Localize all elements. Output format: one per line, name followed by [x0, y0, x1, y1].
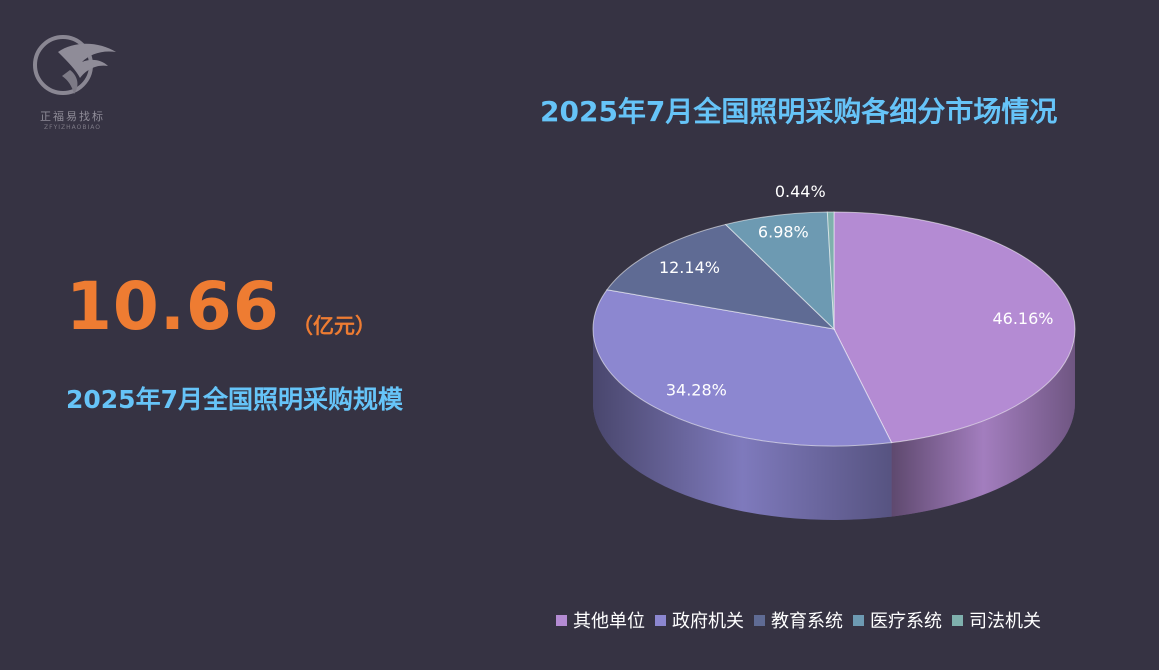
chart-title: 2025年7月全国照明采购各细分市场情况 — [540, 95, 1058, 128]
eagle-logo-icon — [33, 35, 116, 95]
pie-label-3: 12.14% — [659, 258, 720, 277]
total-unit: （亿元） — [292, 314, 376, 338]
legend-swatch-1 — [556, 614, 567, 626]
company-logo: 正福易找标 ZFYIZHAOBIAO — [30, 32, 125, 132]
logo-text-cn: 正福易找标 — [40, 110, 105, 123]
logo-text-en: ZFYIZHAOBIAO — [44, 124, 101, 131]
legend-item-3: 教育系统 — [754, 607, 843, 633]
pie-slice-5 — [826, 211, 835, 330]
total-value: 10.66 — [66, 268, 280, 345]
pie-side-shade-2 — [593, 329, 892, 520]
pie-slice-4 — [724, 211, 835, 331]
pie-side-shade-1 — [891, 329, 1075, 517]
legend-swatch-4 — [853, 614, 864, 626]
pie-slice-2 — [592, 289, 893, 447]
legend-label-1: 其他单位 — [573, 611, 645, 632]
pie-label-5: 0.44% — [775, 182, 826, 201]
legend-label-2: 政府机关 — [672, 611, 744, 632]
legend-label-3: 教育系统 — [771, 611, 843, 632]
pie-slice-1 — [833, 211, 1076, 444]
pie-label-1: 46.16% — [992, 309, 1053, 328]
legend-item-4: 医疗系统 — [853, 607, 942, 633]
pie-label-4: 6.98% — [758, 222, 809, 241]
pie-sides — [593, 329, 1075, 520]
legend: 其他单位 政府机关 教育系统 医疗系统 司法机关 — [556, 607, 1041, 633]
pie-labels: 46.16% 34.28% 12.14% 6.98% 0.44% — [659, 182, 1054, 400]
legend-swatch-5 — [952, 614, 963, 626]
legend-label-5: 司法机关 — [969, 611, 1041, 632]
legend-swatch-3 — [754, 614, 765, 626]
pie-label-2: 34.28% — [666, 380, 727, 399]
legend-item-2: 政府机关 — [655, 607, 744, 633]
legend-label-4: 医疗系统 — [870, 611, 942, 632]
legend-swatch-2 — [655, 614, 666, 626]
legend-item-1: 其他单位 — [556, 607, 645, 633]
legend-item-5: 司法机关 — [952, 607, 1041, 633]
pie-slice-3 — [606, 223, 836, 330]
total-label: 2025年7月全国照明采购规模 — [66, 385, 403, 414]
pie-tops — [592, 211, 1076, 447]
